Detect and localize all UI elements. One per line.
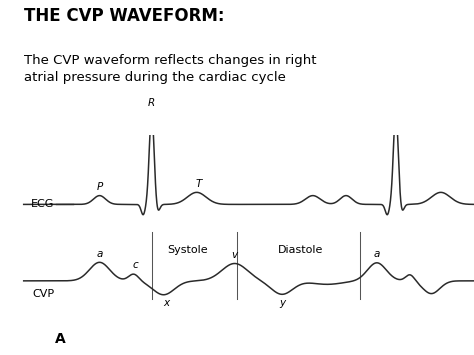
Text: y: y — [279, 297, 285, 307]
Text: x: x — [163, 297, 169, 307]
Text: CVP: CVP — [32, 289, 55, 299]
Text: c: c — [132, 261, 138, 271]
Text: R: R — [148, 98, 155, 108]
Text: a: a — [374, 249, 380, 259]
Text: T: T — [196, 179, 202, 189]
Text: a: a — [96, 249, 103, 259]
Text: THE CVP WAVEFORM:: THE CVP WAVEFORM: — [24, 7, 224, 25]
Text: Systole: Systole — [167, 245, 208, 255]
Text: A: A — [55, 332, 65, 346]
Text: P: P — [96, 182, 103, 192]
Text: ECG: ECG — [31, 200, 55, 209]
Text: Diastole: Diastole — [278, 245, 324, 255]
Text: The CVP waveform reflects changes in right
atrial pressure during the cardiac cy: The CVP waveform reflects changes in rig… — [24, 54, 316, 84]
Text: v: v — [232, 250, 237, 260]
